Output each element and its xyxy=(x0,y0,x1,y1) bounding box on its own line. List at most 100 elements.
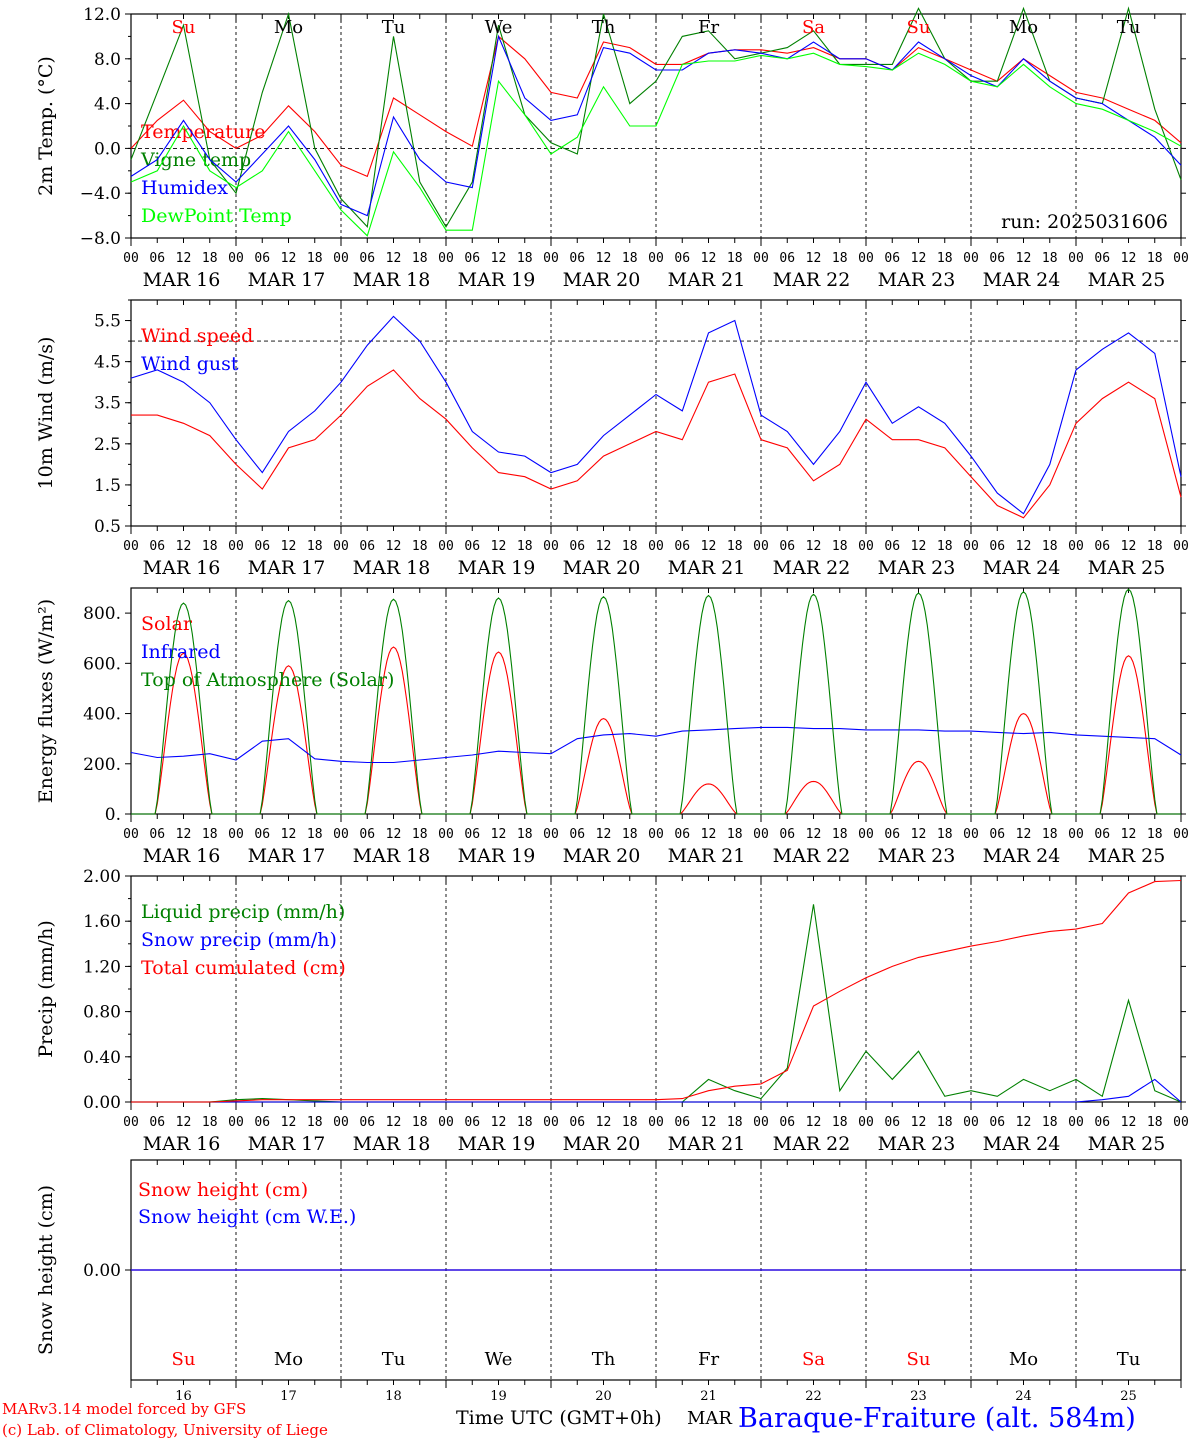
hour-label: 12 xyxy=(1016,539,1032,554)
day-name: Tu xyxy=(1117,17,1141,38)
hour-label: 06 xyxy=(464,539,480,554)
y-tick-label: 8.0 xyxy=(94,50,121,70)
hour-label: 00 xyxy=(228,251,244,266)
day-name: Mo xyxy=(1009,1349,1038,1370)
hour-label: 18 xyxy=(727,1115,743,1130)
hour-label: 18 xyxy=(202,251,218,266)
hour-label: 00 xyxy=(1068,827,1084,842)
hour-label: 18 xyxy=(412,251,428,266)
hour-label: 00 xyxy=(1173,251,1189,266)
date-label: MAR 25 xyxy=(1088,557,1166,579)
hour-label: 06 xyxy=(884,251,900,266)
hour-label: 12 xyxy=(281,827,297,842)
panel-2: 5.5 4.5 3.5 2.5 1.5 0.5 10m Wind (m/s) Wind spe… xyxy=(35,299,1189,579)
hour-label: 12 xyxy=(806,251,822,266)
series-line-snow-precip-mm-h- xyxy=(131,1078,1182,1103)
date-label: MAR 19 xyxy=(458,269,536,291)
hour-label: 00 xyxy=(543,539,559,554)
hour-label: 00 xyxy=(438,827,454,842)
series-line-wind-speed xyxy=(131,369,1182,519)
hour-label: 00 xyxy=(228,827,244,842)
hour-label: 12 xyxy=(281,1115,297,1130)
hour-label: 06 xyxy=(989,1115,1005,1130)
y-tick-label: 400. xyxy=(83,705,121,725)
day-name: Mo xyxy=(274,17,303,38)
hour-label: 00 xyxy=(753,539,769,554)
hour-label: 06 xyxy=(149,1115,165,1130)
date-label: MAR 20 xyxy=(563,1133,641,1155)
day-name: Su xyxy=(907,17,931,38)
hour-label: 00 xyxy=(333,251,349,266)
legend-entry: Infrared xyxy=(141,641,221,663)
hour-label: 00 xyxy=(1068,539,1084,554)
hour-label: 06 xyxy=(884,539,900,554)
hour-label: 18 xyxy=(517,1115,533,1130)
hour-label: 00 xyxy=(1068,251,1084,266)
series-line-dewpoint-temp xyxy=(130,52,1182,237)
date-label: MAR 19 xyxy=(458,1133,536,1155)
hour-label: 18 xyxy=(517,539,533,554)
date-label: MAR 21 xyxy=(668,845,746,867)
hour-label: 00 xyxy=(648,251,664,266)
legend-entry: Snow height (cm W.E.) xyxy=(138,1206,356,1228)
hour-label: 06 xyxy=(254,827,270,842)
hour-label: 12 xyxy=(1121,1115,1137,1130)
hour-label: 12 xyxy=(1121,539,1137,554)
hour-label: 18 xyxy=(202,827,218,842)
hour-label: 12 xyxy=(176,539,192,554)
series-line-infrared xyxy=(130,726,1182,764)
date-label: MAR 24 xyxy=(983,557,1061,579)
date-label: MAR 25 xyxy=(1088,845,1166,867)
y-tick-label: 200. xyxy=(83,755,121,775)
hour-label: 12 xyxy=(911,1115,927,1130)
hour-label: 18 xyxy=(937,827,953,842)
hour-label: 18 xyxy=(937,1115,953,1130)
hour-label: 12 xyxy=(806,539,822,554)
y-tick-label: 0.00 xyxy=(83,1261,121,1281)
legend-entry: Wind speed xyxy=(141,325,253,347)
y-tick-label: 1.60 xyxy=(83,912,121,932)
hour-label: 06 xyxy=(359,539,375,554)
y-tick-label: 4.5 xyxy=(94,353,121,373)
y-axis-label: Precip (mm/h) xyxy=(35,920,57,1058)
hour-label: 12 xyxy=(806,827,822,842)
y-tick-label: 0.0 xyxy=(94,139,121,159)
hour-label: 18 xyxy=(727,827,743,842)
hour-label: 18 xyxy=(307,827,323,842)
hour-label: 06 xyxy=(1094,251,1110,266)
date-label: MAR 16 xyxy=(143,1133,221,1155)
date-label: MAR 17 xyxy=(248,1133,326,1155)
hour-label: 12 xyxy=(176,251,192,266)
series-line-temperature xyxy=(130,35,1182,178)
hour-label: 12 xyxy=(491,539,507,554)
date-label: MAR 17 xyxy=(248,269,326,291)
hour-label: 00 xyxy=(123,539,139,554)
hour-label: 18 xyxy=(1147,251,1163,266)
date-label: MAR 17 xyxy=(248,557,326,579)
hour-label: 18 xyxy=(307,251,323,266)
hour-label: 18 xyxy=(1042,251,1058,266)
hour-label: 06 xyxy=(149,251,165,266)
date-label: MAR 19 xyxy=(458,557,536,579)
day-name: Tu xyxy=(1117,1349,1141,1370)
hour-label: 00 xyxy=(1173,539,1189,554)
y-axis-label: 10m Wind (m/s) xyxy=(35,337,57,490)
day-number: 21 xyxy=(700,1389,717,1404)
date-label: MAR 21 xyxy=(668,557,746,579)
day-number: 24 xyxy=(1015,1389,1032,1404)
day-number: 19 xyxy=(490,1389,507,1404)
hour-label: 18 xyxy=(1042,539,1058,554)
y-tick-label: 5.5 xyxy=(94,312,121,332)
date-label: MAR 19 xyxy=(458,845,536,867)
date-label: MAR 22 xyxy=(773,557,851,579)
hour-label: 06 xyxy=(884,827,900,842)
hour-label: 12 xyxy=(176,827,192,842)
hour-label: 06 xyxy=(464,1115,480,1130)
day-name: Fr xyxy=(698,1349,719,1370)
hour-label: 12 xyxy=(596,539,612,554)
hour-label: 00 xyxy=(123,251,139,266)
day-number: 20 xyxy=(595,1389,612,1404)
y-tick-label: 0.40 xyxy=(83,1048,121,1068)
hour-label: 12 xyxy=(386,539,402,554)
hour-label: 00 xyxy=(438,539,454,554)
